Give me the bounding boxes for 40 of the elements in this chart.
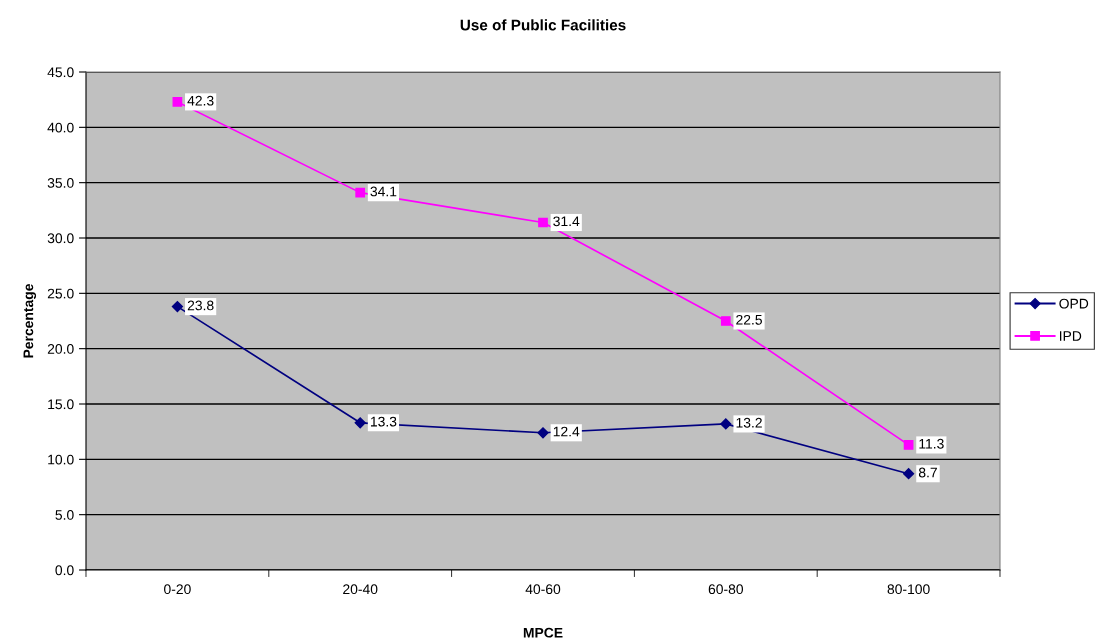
- point: [720, 418, 732, 430]
- y-axis-title: Percentage: [23, 284, 37, 358]
- x-tick-label: 60-80: [708, 584, 744, 595]
- y-tick-label: 20.0: [47, 344, 74, 354]
- y-tick-label: 5.0: [55, 510, 74, 520]
- data-label: 13.3: [370, 416, 397, 427]
- legend-label: OPD: [1059, 298, 1089, 309]
- y-tick-label: 15.0: [48, 399, 74, 410]
- y-tick-label: 30.0: [47, 233, 74, 244]
- y-tick-label: 25.0: [47, 288, 74, 299]
- data-label: 34.1: [370, 186, 397, 197]
- data-label: 22.5: [736, 314, 762, 325]
- point: [538, 217, 548, 228]
- x-tick-label: 20-40: [343, 584, 378, 595]
- point: [902, 468, 915, 480]
- x-axis-title: MPCE: [523, 627, 563, 638]
- chart-title: Use of Public Facilities: [460, 19, 626, 31]
- y-tick-label: 0.0: [55, 565, 74, 576]
- point: [537, 427, 549, 439]
- point: [355, 187, 366, 198]
- y-tick-label: 10.0: [48, 454, 74, 465]
- data-label: 23.8: [187, 300, 214, 311]
- legend-label: IPD: [1059, 331, 1082, 341]
- data-label: 8.7: [918, 467, 937, 478]
- x-tick-label: 80-100: [887, 584, 930, 595]
- x-tick-label: 40-60: [525, 584, 561, 595]
- x-tick-label: 0-20: [164, 584, 191, 595]
- y-tick-label: 45.0: [47, 67, 74, 78]
- data-label: 42.3: [187, 95, 214, 106]
- y-tick-label: 35.0: [47, 178, 74, 188]
- data-label: 13.2: [736, 417, 762, 428]
- y-tick-label: 40.0: [47, 122, 74, 133]
- point: [172, 97, 183, 107]
- point: [171, 301, 184, 313]
- data-label: 11.3: [919, 438, 944, 449]
- point: [903, 440, 914, 450]
- point: [354, 417, 366, 429]
- point: [720, 316, 731, 326]
- data-label: 31.4: [553, 216, 580, 227]
- data-label: 12.4: [553, 426, 580, 437]
